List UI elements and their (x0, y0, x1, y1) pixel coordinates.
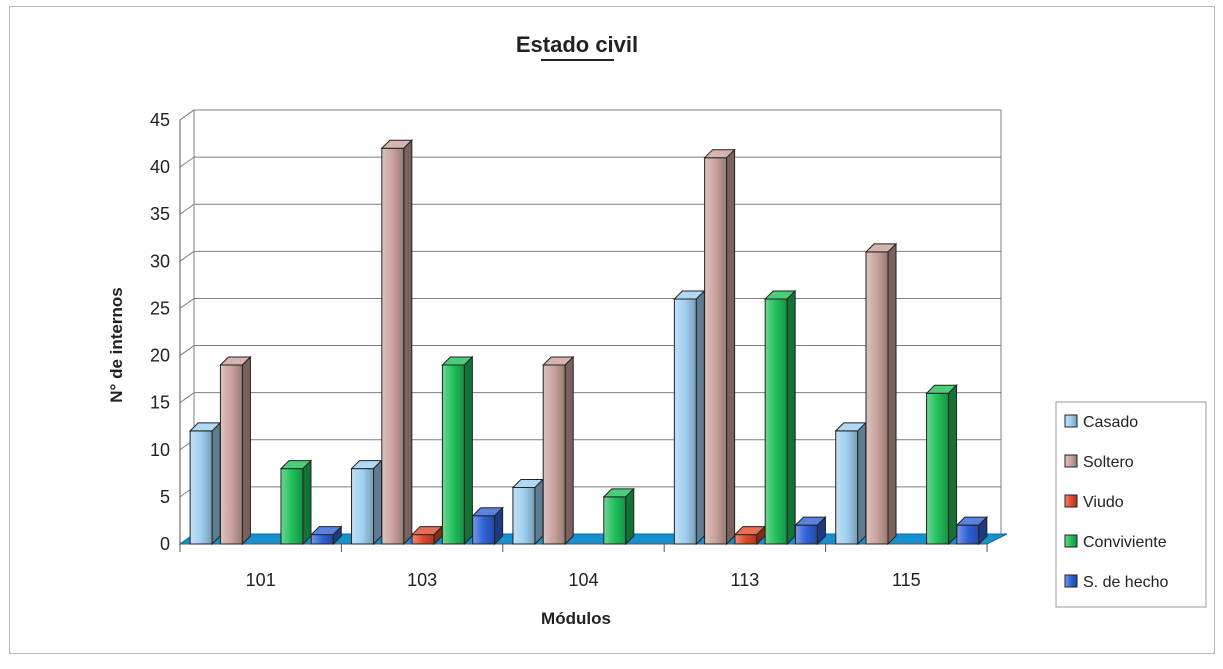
bar-front (189, 430, 213, 545)
bar-side (534, 478, 544, 546)
bar (542, 355, 575, 546)
bar (511, 478, 545, 546)
bar-side (857, 421, 867, 546)
gridline-side (179, 345, 195, 356)
bar (763, 289, 797, 546)
gridline-side (179, 156, 195, 168)
legend-swatch (1064, 454, 1078, 468)
chart-title: Estado civil (516, 32, 638, 57)
y-axis-label: N° de internos (107, 287, 126, 402)
bar-side (241, 355, 251, 546)
bar-front (764, 298, 788, 545)
x-tick-label: 104 (568, 570, 598, 590)
bar-front (673, 298, 697, 545)
bar (864, 242, 898, 546)
bar-front (441, 364, 465, 545)
bar-front (310, 534, 334, 545)
x-tick-label: 101 (246, 570, 276, 590)
gridline-side (179, 250, 195, 262)
gridline-side (179, 392, 195, 404)
bar (310, 525, 343, 546)
legend-label: Soltero (1083, 454, 1134, 471)
legend-label: Viudo (1083, 494, 1124, 511)
bar-side (463, 355, 473, 546)
plot-area: 0 5 10 15 20 25 30 35 40 45 101 103 104 113 115 (150, 109, 1008, 590)
bar-side (564, 355, 574, 546)
x-tick-label: 115 (892, 570, 921, 590)
gridline-side (179, 203, 195, 215)
bar (673, 289, 706, 546)
legend-label: Casado (1083, 414, 1138, 431)
bar-front (219, 364, 243, 545)
y-tick-label: 5 (160, 487, 170, 507)
bar-side (211, 421, 221, 546)
bar (925, 384, 958, 546)
y-tick-label: 0 (160, 534, 170, 554)
x-axis-label: Módulos (541, 609, 611, 628)
bar (471, 506, 504, 546)
bar-side (726, 148, 736, 546)
bar-front (280, 468, 304, 545)
bar-front (603, 496, 627, 545)
bar (188, 421, 222, 546)
gridline-side (179, 298, 195, 309)
bar-side (625, 487, 635, 546)
bar-front (704, 157, 728, 545)
legend-swatch (1064, 574, 1078, 588)
chart: Estado civil 0 5 10 15 20 25 30 35 40 45 101 103 104… (107, 32, 1207, 628)
bar-side (373, 459, 383, 546)
bar-front (734, 534, 758, 545)
bar-front (411, 534, 435, 545)
bar-front (926, 392, 950, 545)
y-tick-label: 15 (150, 393, 170, 413)
bar-side (816, 515, 826, 546)
y-tick-label: 25 (150, 298, 170, 318)
y-tick-label: 30 (150, 251, 170, 271)
y-tick-label: 40 (150, 157, 170, 177)
y-tick-label: 35 (150, 204, 170, 224)
bar-side (332, 525, 342, 546)
bar-front (865, 251, 889, 545)
bar-side (948, 384, 958, 546)
bar-side (887, 242, 897, 546)
bar-side (695, 289, 705, 546)
legend-label: Conviviente (1083, 534, 1167, 551)
bar-side (786, 289, 796, 546)
bar-front (381, 147, 405, 545)
bar-side (403, 139, 413, 546)
x-tick-label: 113 (731, 570, 760, 590)
legend-swatch (1064, 534, 1078, 548)
bar (279, 459, 313, 546)
legend: Casado Soltero Viudo Conviviente S. de hecho (1055, 401, 1207, 608)
x-tick-label: 103 (407, 570, 437, 590)
bar-front (794, 524, 818, 545)
wall-edge (179, 109, 195, 121)
y-tick-label: 20 (150, 346, 170, 366)
bar (794, 515, 827, 546)
legend-label: S. de hecho (1083, 574, 1169, 591)
bar (955, 515, 989, 546)
bar-side (978, 515, 988, 546)
bar (703, 148, 736, 546)
bar (219, 355, 252, 546)
bar-front (351, 468, 375, 545)
legend-box (1055, 401, 1207, 608)
bar-front (512, 486, 536, 545)
bar (380, 139, 414, 546)
bar-side (302, 459, 312, 546)
bar-front (835, 430, 859, 545)
bar (441, 355, 474, 546)
bar-front (956, 524, 980, 545)
bar (834, 421, 867, 546)
bar-side (494, 506, 504, 546)
bar-front (472, 515, 496, 545)
bar (602, 487, 635, 546)
legend-swatch (1064, 494, 1078, 508)
chart-frame: Estado civil 0 5 10 15 20 25 30 35 40 45 101 103 104… (9, 6, 1215, 654)
y-tick-label: 45 (150, 110, 170, 130)
legend-swatch (1064, 414, 1078, 428)
bar (350, 459, 383, 546)
bar-front (542, 364, 566, 545)
y-tick-label: 10 (150, 440, 170, 460)
